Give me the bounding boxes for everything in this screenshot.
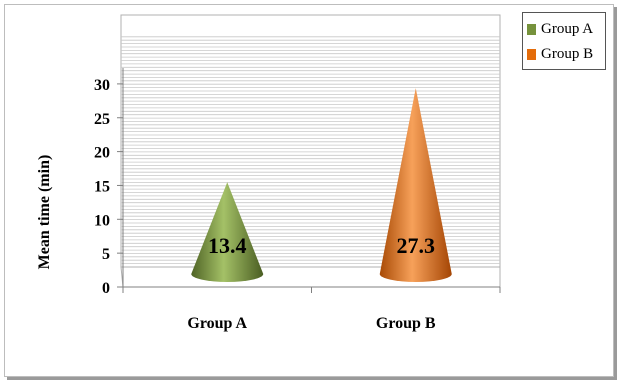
y-axis-title-text: Mean time (min) — [36, 154, 53, 270]
legend-label-group-a: Group A — [541, 21, 594, 37]
y-tick-label: 10 — [94, 212, 110, 229]
legend-swatch-group-a — [527, 24, 536, 35]
bar-cone-group-b — [379, 88, 452, 282]
y-tick-label: 30 — [94, 77, 110, 94]
y-tick-labels: 0 5 10 15 20 25 30 — [94, 77, 123, 297]
legend-item-group-a: Group A — [527, 17, 605, 42]
back-wall-panel — [120, 14, 501, 268]
y-tick-label: 5 — [102, 246, 110, 263]
legend-item-group-b: Group B — [527, 42, 605, 67]
y-tick-label: 15 — [94, 178, 110, 195]
legend-swatch-group-b — [527, 49, 536, 60]
y-tick-label: 0 — [102, 280, 110, 297]
bar-cone-body — [379, 88, 452, 282]
data-labels: 13.4 27.3 — [208, 233, 435, 258]
data-label: 13.4 — [208, 233, 247, 258]
x-tick-label: Group A — [187, 315, 247, 332]
back-wall — [120, 14, 501, 268]
legend-label-group-b: Group B — [541, 46, 594, 62]
y-tick-label: 25 — [94, 111, 110, 128]
bar-cone-group-a — [191, 182, 264, 282]
legend: Group A Group B — [522, 12, 606, 70]
bar-cone-body — [191, 182, 264, 282]
bar-series — [191, 88, 452, 282]
x-tick-label: Group B — [376, 315, 436, 332]
data-label: 27.3 — [397, 233, 436, 258]
x-tick-labels: Group A Group B — [122, 287, 501, 332]
y-tick-label: 20 — [94, 145, 110, 162]
